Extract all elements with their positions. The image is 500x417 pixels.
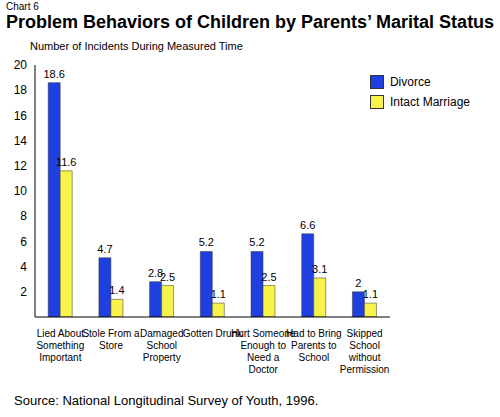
html-text:Number of Incidents During Mea: Number of Incidents During Measured Time (30, 40, 243, 52)
svg-text:2.8: 2.8 (148, 266, 164, 279)
html-text:Hurt Someone: Hurt Someone (230, 328, 296, 339)
html-text:Enough to: Enough to (240, 340, 286, 351)
svg-text:Lied AboutSomethingImportant: Lied AboutSomethingImportant (36, 328, 84, 363)
svg-text:18: 18 (14, 83, 28, 97)
svg-text:2: 2 (20, 285, 27, 299)
svg-text:4: 4 (20, 260, 27, 274)
svg-text:6.6: 6.6 (300, 219, 315, 231)
svg-text:1.1: 1.1 (211, 288, 226, 300)
html-text:Divorce: Divorce (390, 75, 431, 89)
svg-text:5.2: 5.2 (249, 236, 264, 248)
svg-text:18.6: 18.6 (43, 68, 64, 80)
html-text:Need a: Need a (247, 352, 280, 363)
html-text:Chart 6: Chart 6 (6, 1, 39, 12)
svg-text:1.1: 1.1 (363, 288, 378, 300)
svg-text:5.2: 5.2 (199, 236, 214, 248)
html-text:Source: National Longitudinal: Source: National Longitudinal Survey of … (14, 393, 319, 408)
svg-text:20: 20 (14, 58, 28, 72)
svg-text:12: 12 (14, 159, 28, 173)
svg-text:3.1: 3.1 (312, 263, 327, 275)
svg-text:Stole From aStore: Stole From aStore (82, 328, 140, 351)
svg-text:2.5: 2.5 (160, 271, 175, 283)
svg-text:1.4: 1.4 (109, 284, 124, 296)
svg-text:10: 10 (14, 184, 28, 198)
svg-text:14: 14 (14, 134, 28, 148)
svg-text:SkippedSchoolwithoutPermission: SkippedSchoolwithoutPermission (340, 328, 389, 375)
html-text:Intact Marriage: Intact Marriage (390, 95, 470, 109)
svg-text:2.5: 2.5 (261, 271, 276, 283)
html-text:Doctor: Doctor (248, 364, 278, 375)
svg-text:16: 16 (14, 109, 28, 123)
svg-text:4.7: 4.7 (97, 243, 112, 255)
svg-text:2: 2 (355, 277, 361, 289)
svg-text:6: 6 (20, 235, 27, 249)
svg-text:Had to BringParents toSchool: Had to BringParents toSchool (286, 328, 342, 363)
html-text:Problem Behaviors of Children: Problem Behaviors of Children by Parents… (6, 12, 495, 32)
svg-text:11.6: 11.6 (56, 156, 77, 168)
svg-text:8: 8 (20, 209, 27, 223)
svg-text:Gotten Drunk: Gotten Drunk (182, 328, 243, 339)
svg-text:DamagedSchoolProperty: DamagedSchoolProperty (140, 328, 183, 363)
